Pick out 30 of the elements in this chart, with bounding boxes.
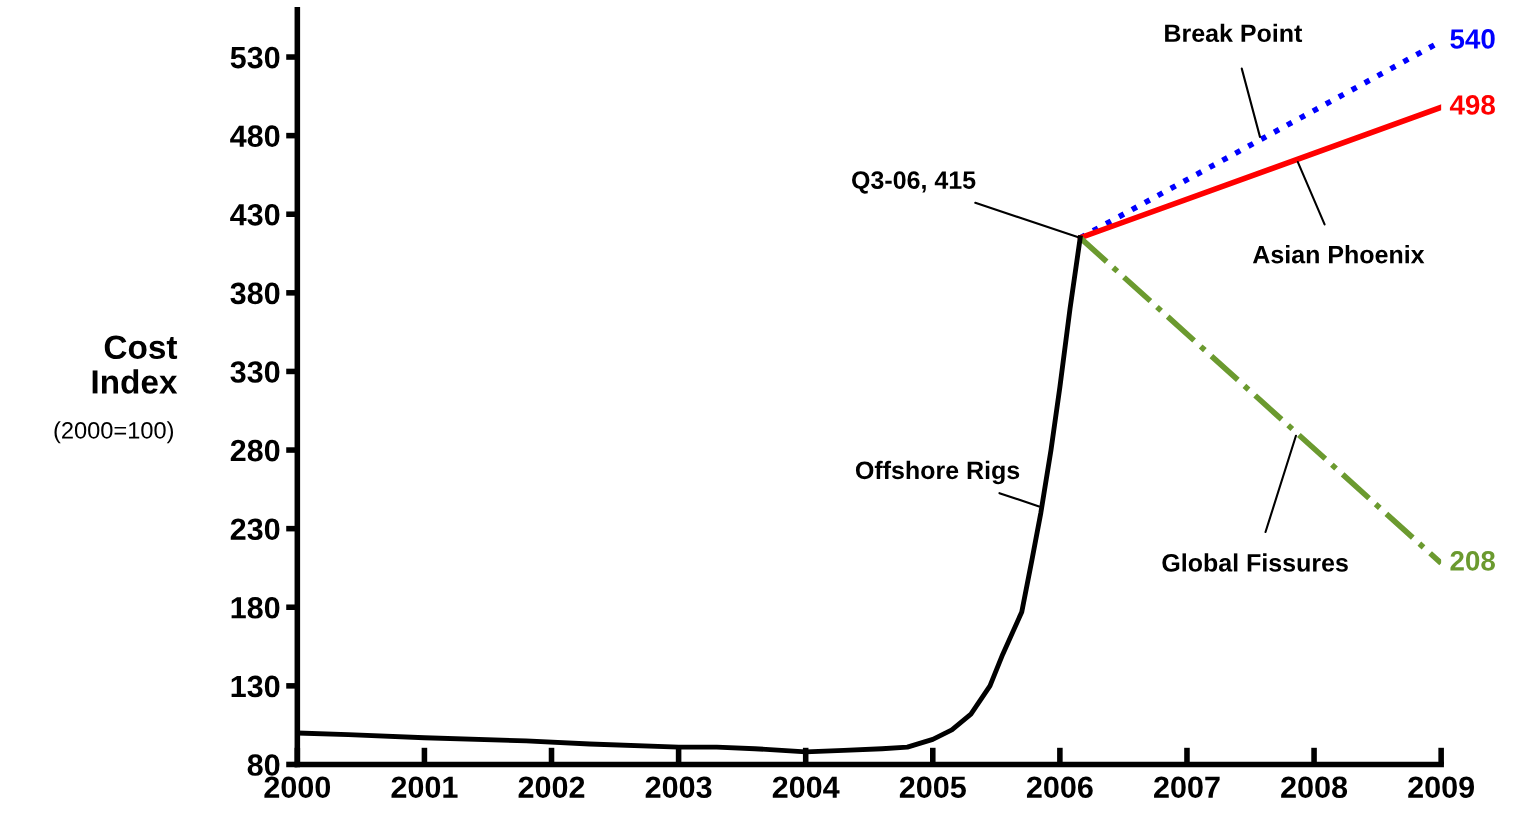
y-tick-label: 480 (230, 125, 280, 147)
x-tick-label: 2004 (772, 776, 840, 799)
annotation: Q3-06, 415 (852, 171, 976, 194)
text: Asian Phoenix (1252, 245, 1425, 264)
x-tick-label: 2001 (391, 776, 458, 799)
y-tick-label: 230 (230, 518, 280, 541)
y-tick-label: 530 (230, 46, 280, 69)
y-tick-label: 80 (247, 754, 280, 776)
data-label: 208 (1450, 551, 1495, 571)
data-label: 540 (1450, 29, 1495, 49)
text: Break Point (1165, 23, 1303, 43)
y-tick-label: 280 (230, 439, 280, 462)
x-tick-label: 2008 (1281, 776, 1348, 799)
x-tick-label: 2000 (264, 776, 331, 799)
x-tick-label: 2002 (518, 776, 585, 799)
y-tick-label: 380 (230, 282, 280, 305)
x-tick-label: 2007 (1154, 776, 1220, 799)
y-tick-label: 130 (231, 675, 280, 698)
x-tick-label: 2005 (899, 776, 966, 799)
x-tick-label: 2006 (1026, 776, 1093, 799)
y-tick-label: 180 (231, 596, 280, 619)
x-tick-label: 2009 (1408, 776, 1475, 799)
y-axis-title: Cost Index (92, 335, 178, 394)
text: Global Fissures (1162, 553, 1348, 572)
y-tick-label: 330 (230, 361, 280, 383)
text: (2000=100) (54, 421, 173, 444)
x-tick-label: 2003 (645, 776, 712, 799)
data-label: 498 (1449, 95, 1495, 115)
y-tick-label: 430 (230, 203, 280, 226)
series-label: Offshore Rigs (855, 460, 1020, 485)
